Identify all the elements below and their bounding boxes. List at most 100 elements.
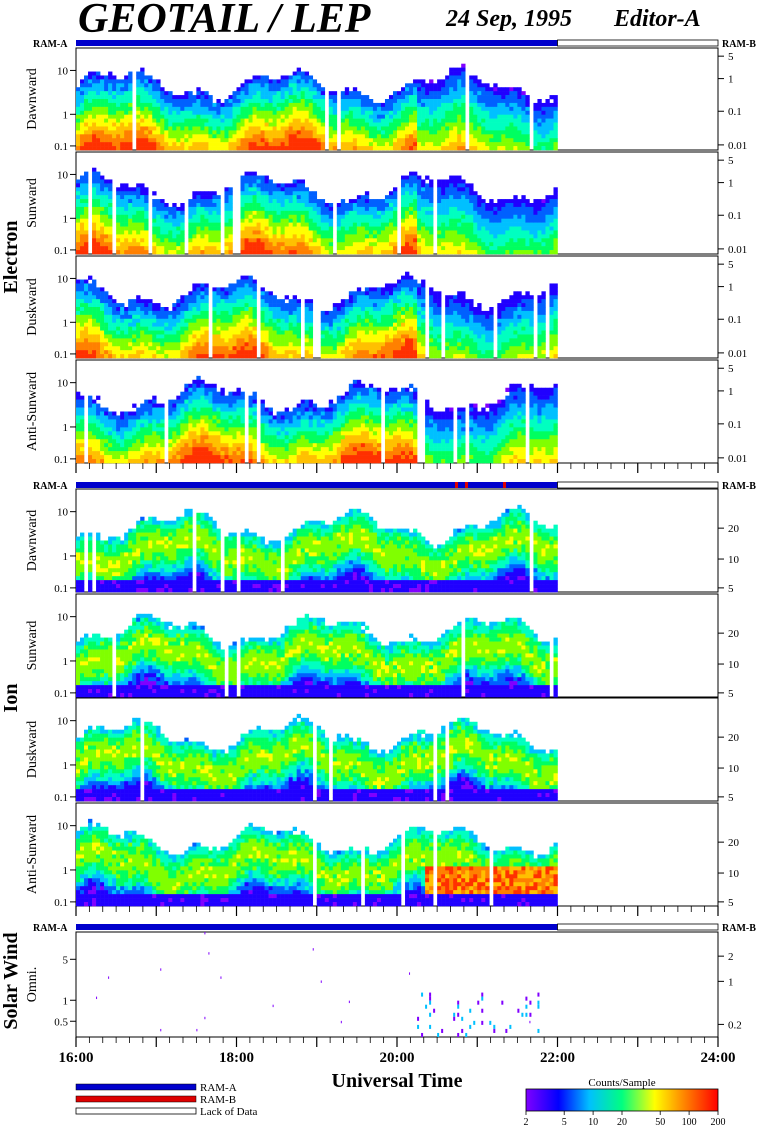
panel-name-label: Duskward [25, 278, 40, 336]
y-tick-label-left: 1 [63, 422, 69, 434]
y-tick-label-right: 5 [728, 51, 734, 63]
y-tick-label-left: 10 [57, 612, 69, 624]
colorbar-tick-label: 20 [617, 1117, 627, 1128]
ram-a-label: RAM-A [33, 481, 68, 492]
colorbar-tick-label: 5 [562, 1117, 567, 1128]
y-tick-label-right: 1 [728, 976, 734, 988]
y-tick-label-left: 1 [63, 865, 69, 877]
y-tick-label-right: 10 [728, 659, 740, 671]
y-tick-label-right: 20 [728, 628, 740, 640]
y-tick-label-left: 1 [63, 317, 69, 329]
legend-label-ram-b: RAM-B [200, 1094, 236, 1106]
ram-status-bar: RAM-A RAM-B [33, 481, 756, 492]
figure-title: GEOTAIL / LEP [78, 0, 371, 42]
y-tick-label-left: 1 [63, 213, 69, 225]
y-tick-label-left: 1 [63, 656, 69, 668]
y-tick-label-right: 0.01 [728, 348, 747, 360]
x-axis: 16:00 18:00 20:00 22:00 24:00 [59, 1050, 736, 1066]
panel-name-label: Dawnward [25, 68, 40, 129]
colorbar-tick-label: 50 [655, 1117, 665, 1128]
panel-name-label: Duskward [25, 721, 40, 779]
panel-electron-duskward: Duskward 10 1 0.1 5 1 0.1 0.01 [25, 255, 747, 361]
colorbar-tick-label: 2 [524, 1117, 529, 1128]
colorbar-title: Counts/Sample [588, 1077, 655, 1089]
x-axis-title: Universal Time [332, 1070, 463, 1092]
x-tick-label: 18:00 [219, 1050, 254, 1066]
y-tick-label-right: 0.2 [728, 1019, 742, 1031]
panel-ion-anti-sunward: Anti-Sunward 10 1 0.1 20 10 5 [25, 802, 740, 916]
panel-ion-dawnward: Dawnward 10 1 0.1 20 10 5 [25, 488, 740, 595]
x-tick-label: 16:00 [59, 1050, 94, 1066]
colorbar-tick-label: 10 [588, 1117, 598, 1128]
y-tick-label-right: 0.1 [728, 314, 742, 326]
y-tick-label-left: 10 [57, 378, 69, 390]
y-tick-label-left: 0.1 [54, 349, 68, 361]
y-tick-label-right: 0.1 [728, 419, 742, 431]
y-tick-label-right: 5 [728, 792, 734, 804]
panel-electron-sunward: Sunward 10 1 0.1 5 1 0.1 0.01 [25, 151, 747, 257]
ram-a-segment [76, 924, 558, 930]
ram-b-segment [465, 482, 468, 488]
ram-status-bar: RAM-A RAM-B [33, 39, 756, 50]
y-tick-label-left: 0.1 [54, 583, 68, 595]
spectrogram [76, 504, 558, 593]
y-tick-label-left: 10 [57, 507, 69, 519]
y-tick-label-right: 5 [728, 897, 734, 909]
legend-swatch-ram-b [75, 1095, 197, 1103]
group-label-electron: Electron [0, 221, 22, 294]
ram-b-label: RAM-B [722, 481, 756, 492]
y-tick-label-left: 10 [57, 169, 69, 181]
y-tick-label-right: 20 [728, 523, 740, 535]
y-tick-label-right: 20 [728, 837, 740, 849]
panel-solar-wind-omni: Omni. 5 1 0.5 2 1 0.2 [25, 931, 742, 1047]
spectrogram [76, 375, 558, 464]
y-tick-label-right: 20 [728, 732, 740, 744]
ram-a-label: RAM-A [33, 923, 68, 934]
y-tick-label-right: 1 [728, 282, 734, 294]
group-label-solar-wind: Solar Wind [0, 932, 22, 1029]
y-tick-label-right: 0.01 [728, 244, 747, 256]
y-tick-label-left: 1 [63, 551, 69, 563]
ram-a-segment [76, 40, 558, 46]
y-tick-label-right: 5 [728, 688, 734, 700]
spectrogram [76, 713, 558, 802]
y-tick-label-left: 0.5 [54, 1016, 68, 1028]
y-tick-label-right: 0.01 [728, 453, 747, 465]
ram-b-label: RAM-B [722, 923, 756, 934]
figure-editor: Editor-A [613, 6, 701, 32]
y-tick-label-left: 1 [63, 760, 69, 772]
y-tick-label-left: 10 [57, 821, 69, 833]
legend-swatch-ram-a [75, 1083, 197, 1091]
ram-status-bar: RAM-A RAM-B [33, 923, 756, 934]
y-tick-label-right: 0.1 [728, 106, 742, 118]
panel-name-label: Anti-Sunward [25, 815, 40, 894]
spectrogram [76, 63, 558, 151]
panel-electron-dawnward: Dawnward 10 1 0.1 5 1 0.1 0.01 [25, 47, 747, 153]
colorbar-gradient [525, 1088, 719, 1112]
y-tick-label-left: 10 [57, 65, 69, 77]
spectrogram [76, 167, 558, 255]
panel-name-label: Sunward [25, 621, 40, 671]
y-tick-label-right: 5 [728, 363, 734, 375]
colorbar-ticks: 2 5 10 20 50 100 200 [524, 1111, 726, 1128]
y-tick-label-right: 1 [728, 74, 734, 86]
ram-a-label: RAM-A [33, 39, 68, 50]
y-tick-label-right: 10 [728, 763, 740, 775]
panel-name-label: Omni. [25, 967, 40, 1002]
panel-name-label: Sunward [25, 178, 40, 228]
legend-label-lack-of-data: Lack of Data [200, 1106, 258, 1118]
panel-ion-duskward: Duskward 10 1 0.1 20 10 5 [25, 697, 740, 804]
y-tick-label-left: 0.1 [54, 245, 68, 257]
y-tick-label-right: 10 [728, 868, 740, 880]
panel-name-label: Dawnward [25, 510, 40, 571]
lack-of-data-segment [557, 481, 719, 489]
ram-b-segment [503, 482, 506, 488]
colorbar-tick-label: 200 [711, 1117, 726, 1128]
y-tick-label-right: 10 [728, 554, 740, 566]
panel-frame [75, 931, 719, 1038]
y-tick-label-right: 0.01 [728, 140, 747, 152]
x-tick-label: 22:00 [540, 1050, 575, 1066]
y-tick-label-left: 0.1 [54, 792, 68, 804]
y-tick-label-left: 0.1 [54, 897, 68, 909]
colorbar: Counts/Sample 2 5 10 20 50 100 200 [524, 1077, 726, 1128]
